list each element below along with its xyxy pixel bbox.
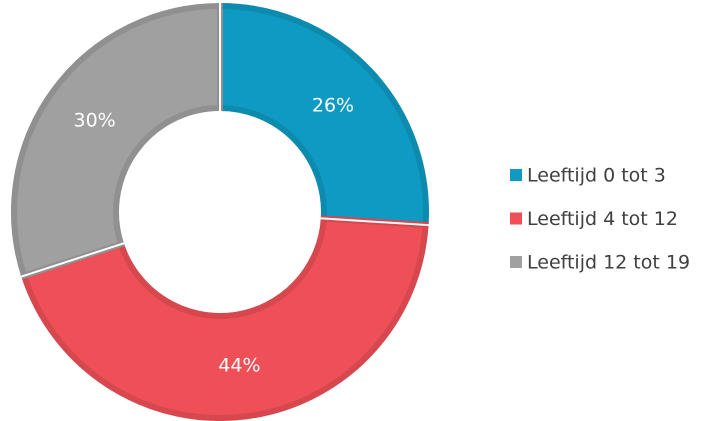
donut-segment	[217, 2, 429, 229]
legend-label: Leeftijd 12 tot 19	[527, 252, 690, 274]
legend-label: Leeftijd 0 tot 3	[527, 165, 666, 187]
data-label: 30%	[73, 109, 115, 131]
data-label: 26%	[312, 94, 354, 116]
donut-segment	[11, 2, 223, 280]
legend-swatch	[510, 169, 522, 181]
data-label: 44%	[218, 354, 260, 376]
legend-swatch	[510, 212, 522, 225]
legend-swatch	[510, 256, 522, 268]
donut-segment	[20, 215, 429, 421]
legend-label: Leeftijd 4 tot 12	[527, 208, 678, 230]
segment-separator	[19, 241, 126, 278]
segment-separator	[319, 217, 430, 227]
